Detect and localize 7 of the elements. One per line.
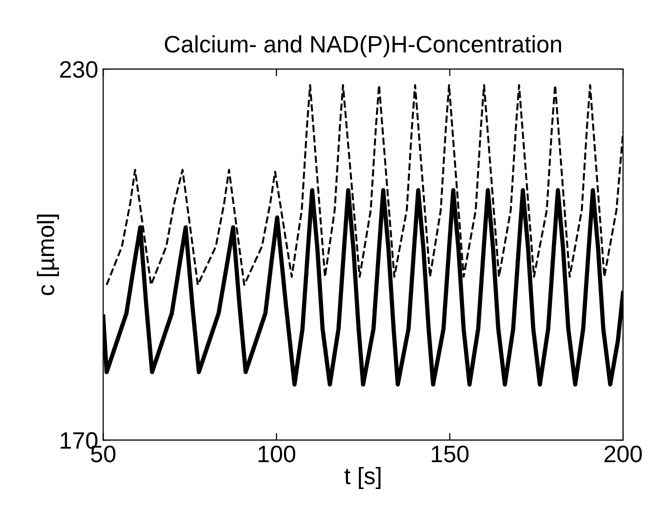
x-axis-title: t [s]: [344, 466, 380, 489]
x-tick-label: 200: [604, 446, 642, 462]
x-tick-label: 100: [258, 446, 296, 462]
y-tick-label: 230: [60, 61, 98, 78]
y-axis-title: c [µmol]: [36, 214, 59, 296]
x-tick-label: 150: [432, 446, 469, 462]
chart-title: Calcium- and NAD(P)H-Concentration: [164, 35, 562, 58]
